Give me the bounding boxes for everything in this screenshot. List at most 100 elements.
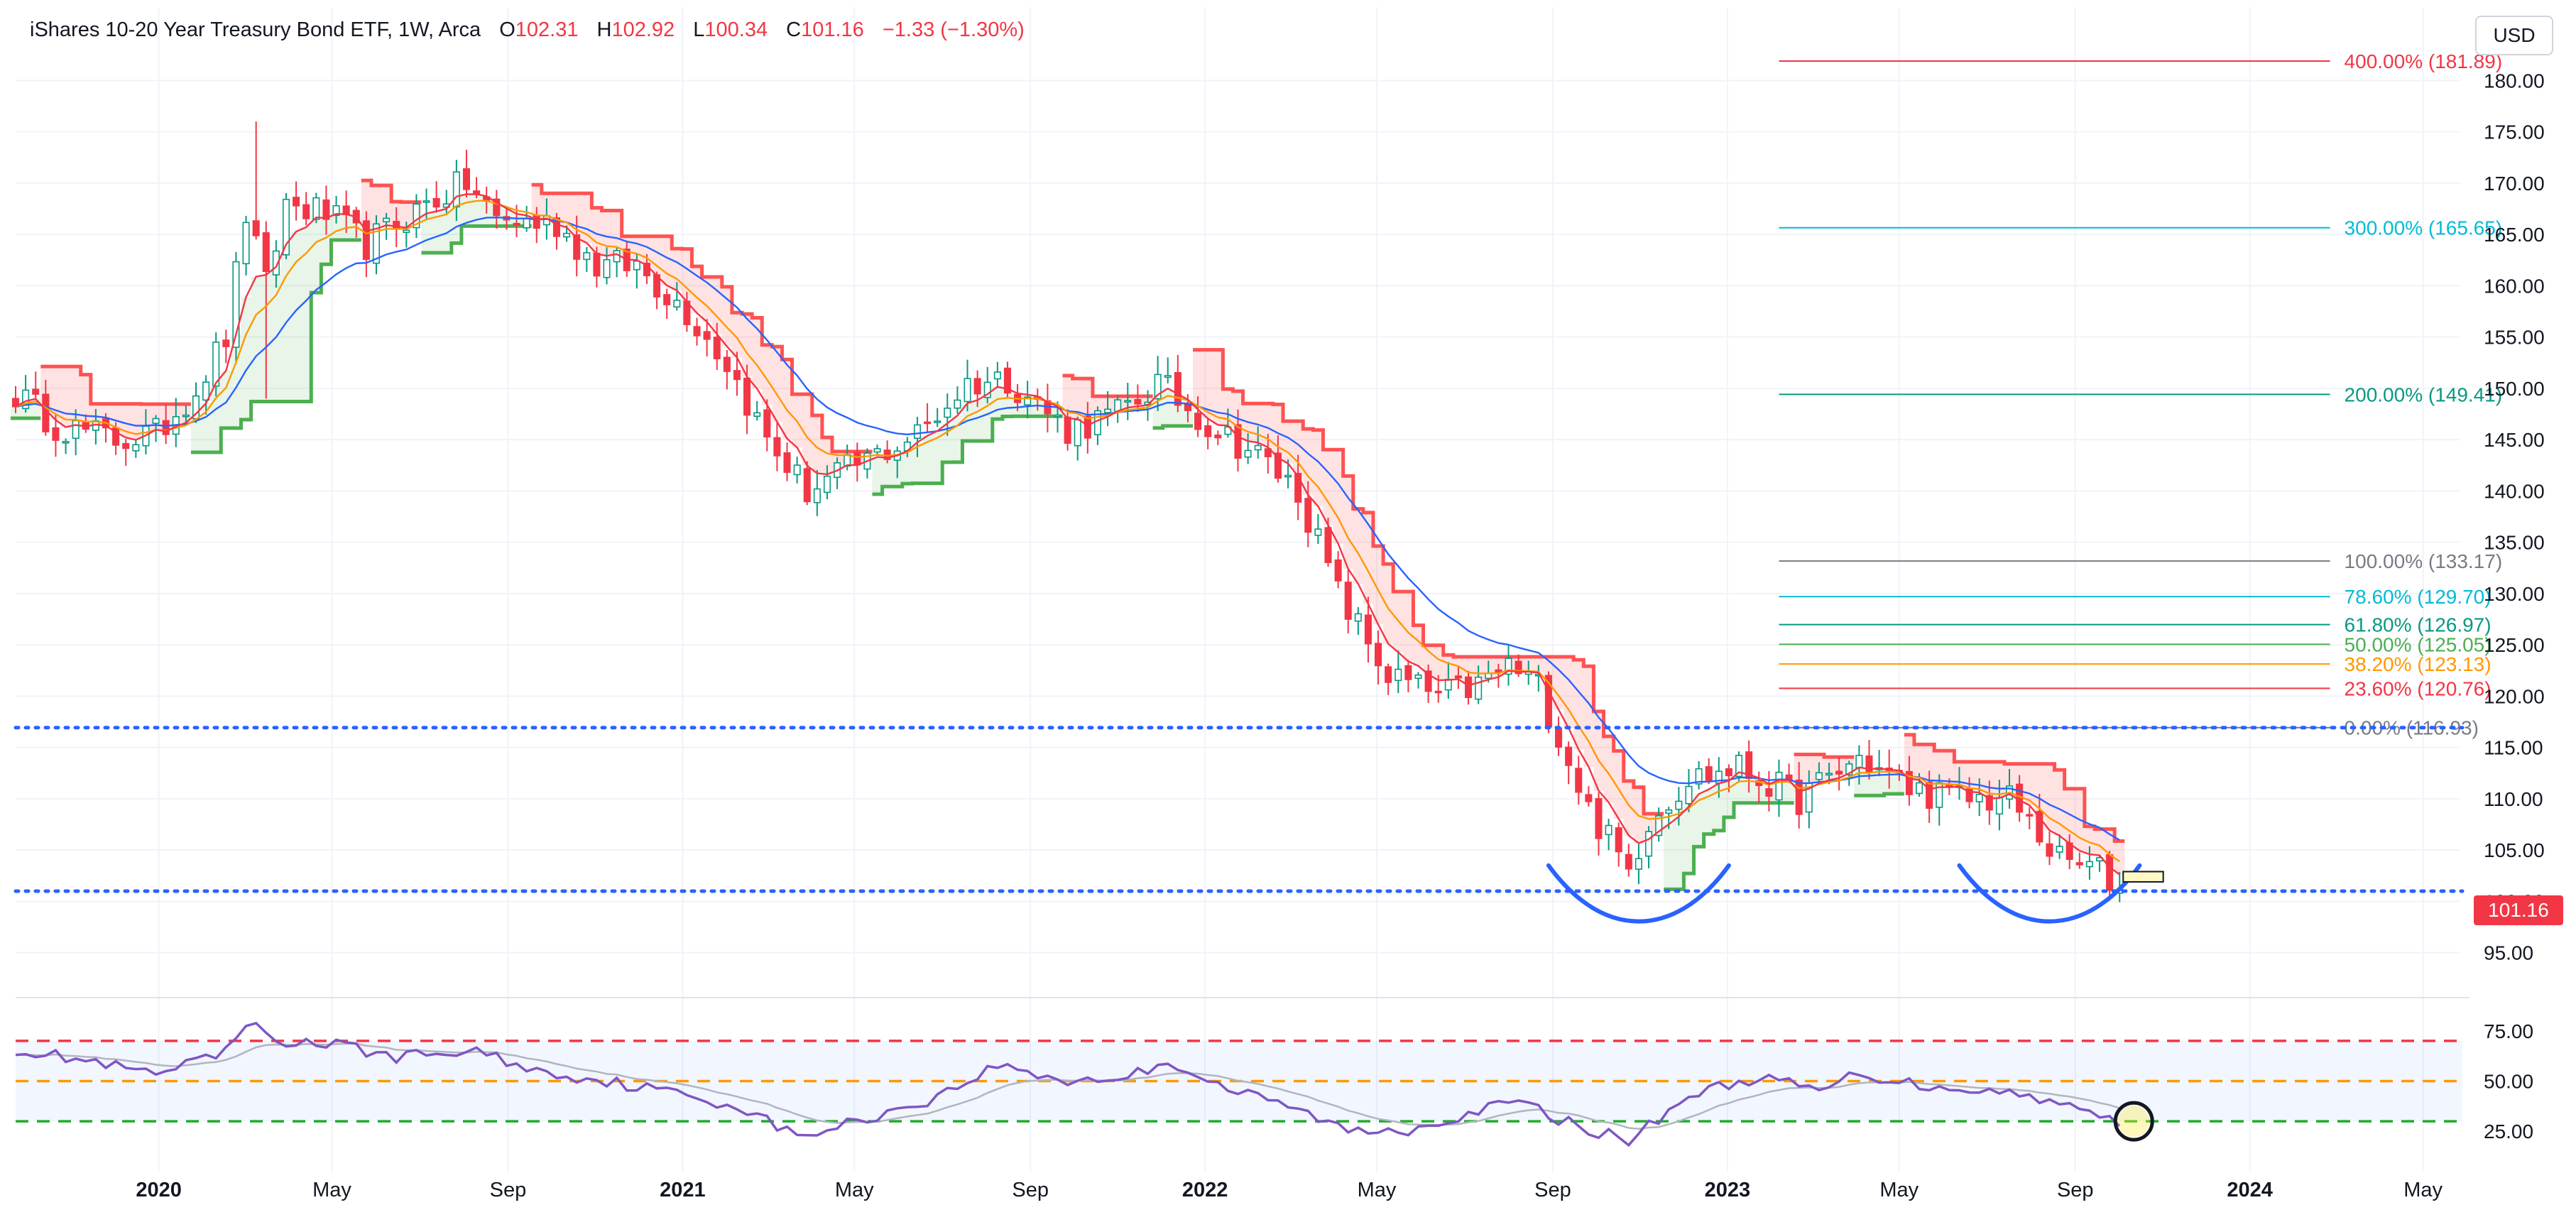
candle-body [693, 326, 701, 337]
candle-body [1645, 831, 1653, 857]
stop-line-down [1062, 373, 1153, 398]
candle [924, 403, 932, 434]
candle [1385, 663, 1392, 695]
candle [673, 282, 681, 311]
candle-body [282, 198, 290, 256]
time-tick-label: Sep [1012, 1179, 1049, 1201]
candle-body [1244, 449, 1252, 458]
candle [212, 332, 220, 397]
candle-body [1815, 772, 1823, 780]
candle-body [1735, 755, 1743, 778]
annotation-layer [1546, 863, 2164, 924]
candle-body [383, 217, 391, 223]
candle-body [1424, 670, 1432, 692]
candle-body [1685, 785, 1693, 805]
open-label: O [499, 18, 515, 41]
candle-body [2026, 814, 2034, 817]
candle-body [1084, 415, 1091, 439]
candle [1675, 787, 1683, 826]
time-tick-label: Sep [490, 1179, 527, 1201]
candle [362, 211, 370, 278]
stop-line-up [872, 414, 1063, 496]
candle-body [1585, 794, 1593, 802]
candle-body [293, 197, 300, 207]
grid [16, 7, 2460, 1172]
candle [372, 215, 381, 275]
time-tick-label: 2023 [1705, 1179, 1751, 1201]
candle [132, 440, 140, 458]
time-tick-label: May [1358, 1179, 1397, 1201]
rsi-highlight-circle [2113, 1101, 2154, 1142]
candle [1354, 607, 1362, 636]
candle [1114, 395, 1122, 423]
candle-body [1174, 371, 1181, 406]
candle-body [753, 412, 761, 418]
candle-body [1995, 797, 2003, 815]
time-tick-label: May [1879, 1179, 1919, 1201]
candle [993, 361, 1001, 388]
candle [1344, 569, 1352, 634]
candle-body [1765, 788, 1773, 797]
candle-body [1985, 795, 1993, 811]
candle [1645, 826, 1653, 868]
price-tick-label: 155.00 [2484, 327, 2545, 349]
candle-body [743, 377, 751, 416]
candle-body [1625, 854, 1632, 870]
candle-body [452, 171, 460, 208]
candle [413, 194, 420, 239]
candle-body [1074, 419, 1081, 447]
rsi-tick-label: 75.00 [2484, 1020, 2533, 1042]
candle [332, 195, 340, 224]
candle [383, 212, 391, 240]
stop-line-down [361, 178, 422, 204]
stop-band-layer [10, 178, 2125, 891]
candle-body [1314, 528, 1322, 536]
candle [1595, 792, 1603, 856]
candle [2056, 834, 2063, 859]
fibonacci-layer: 400.00% (181.89) 300.00% (165.65) 200.00% … [1779, 50, 2502, 739]
candle [122, 439, 130, 467]
symbol-title[interactable]: iShares 10-20 Year Treasury Bond ETF, 1W… [30, 18, 481, 41]
candle-body [1385, 666, 1392, 683]
candle-body [1164, 375, 1172, 378]
candle [1274, 435, 1282, 483]
candle-body [262, 232, 270, 273]
candle-body [332, 204, 340, 217]
time-tick-label: May [312, 1179, 351, 1201]
candle-body [1865, 755, 1873, 773]
candle [723, 350, 731, 390]
candle-body [1495, 669, 1502, 673]
candle-body [1634, 858, 1642, 870]
candle-body [1204, 425, 1212, 437]
candle [823, 465, 831, 500]
candle-body [1825, 773, 1833, 776]
ema-slow-line [15, 217, 2120, 841]
fib-level-label: 100.00% (133.17) [2345, 550, 2503, 572]
candle [2085, 846, 2093, 880]
candle-body [1124, 400, 1132, 403]
candle [1375, 630, 1382, 685]
stop-band-fill-down [531, 185, 873, 474]
candle-body [773, 437, 781, 457]
currency-button[interactable]: USD [2475, 16, 2553, 55]
candle [1074, 416, 1081, 461]
candle-body [1364, 614, 1372, 645]
fib-level-label: 200.00% (149.41) [2345, 383, 2503, 405]
candle [1064, 409, 1071, 451]
candle [883, 440, 891, 464]
time-tick-label: Sep [2057, 1179, 2094, 1201]
candle-body [2046, 843, 2053, 857]
candle-body [603, 258, 611, 278]
candle [583, 246, 591, 272]
candle-body [1555, 727, 1563, 748]
candle-body [22, 389, 30, 410]
candle [1565, 741, 1573, 785]
candle-body [1354, 613, 1362, 622]
time-tick-label: May [835, 1179, 874, 1201]
candle-body [493, 198, 501, 217]
candle-body [1845, 763, 1853, 776]
candle [1454, 666, 1462, 689]
stop-line-down [1794, 753, 1855, 759]
